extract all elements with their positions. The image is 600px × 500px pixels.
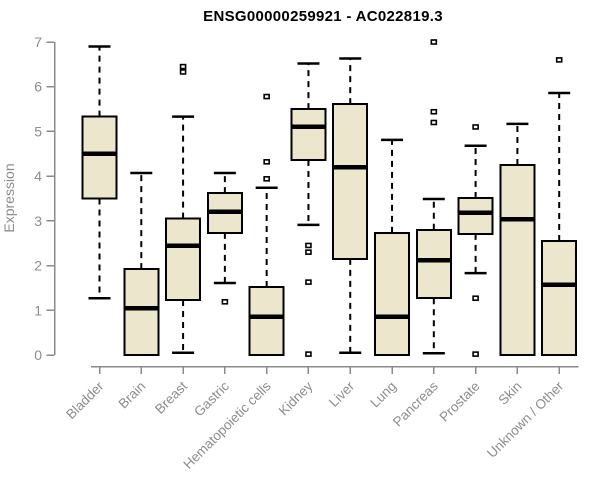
outlier-point [179,63,187,70]
x-tick-label-bladder: Bladder [63,378,107,422]
outlier-point [555,57,563,63]
box-hematopoietic-cells [248,93,285,357]
outlier-point [179,69,187,75]
iqr-box [415,228,452,300]
x-tick-label-prostate: Prostate [437,379,483,425]
y-tick-label: 7 [34,34,42,50]
x-tick-label-skin: Skin [495,379,524,408]
x-tick-label-gastric: Gastric [191,378,232,419]
outlier-point [430,108,438,115]
x-tick-label-breast: Breast [152,378,190,416]
iqr-box [123,268,160,356]
outlier-point [472,351,479,357]
x-tick-label-brain: Brain [116,379,149,412]
box-kidney [290,62,327,357]
y-tick-label: 6 [34,79,42,95]
iqr-box [290,108,327,162]
x-tick-label-unknown-other: Unknown / Other [484,378,567,461]
outlier-point [305,249,312,255]
outlier-point [305,351,312,357]
y-tick-label: 1 [34,302,42,318]
outlier-point [263,176,270,182]
iqr-box [248,286,285,357]
box-pancreas [415,39,452,355]
outlier-point [305,242,312,249]
iqr-box [541,239,578,356]
y-tick-label: 0 [34,347,42,363]
x-tick-label-liver: Liver [326,378,358,410]
iqr-box [457,197,494,235]
outlier-point [263,93,270,100]
outlier-point [305,279,312,285]
outlier-point [472,295,479,302]
outlier-point [472,124,479,130]
box-unknown-other [541,57,578,356]
box-gastric [206,171,243,305]
iqr-box [499,163,536,356]
iqr-box [165,217,202,302]
y-tick-label: 5 [34,123,42,139]
box-bladder [81,45,118,300]
y-tick-label: 4 [34,168,42,184]
outlier-point [430,119,438,126]
box-liver [332,57,369,355]
outlier-point [221,298,229,305]
x-tick-label-pancreas: Pancreas [390,378,441,429]
x-tick-label-kidney: Kidney [276,378,316,418]
x-tick-label-lung: Lung [367,379,399,411]
chart-title: ENSG00000259921 - AC022819.3 [203,8,443,25]
outlier-point [263,159,270,165]
boxes-layer [81,39,578,357]
box-skin [499,122,536,356]
y-tick-label: 2 [34,258,42,274]
iqr-box [332,103,369,260]
box-prostate [457,124,494,357]
y-axis-label: Expression [1,163,17,232]
iqr-box [374,231,411,357]
iqr-box [81,115,118,200]
y-tick-label: 3 [34,213,42,229]
box-lung [374,138,411,357]
box-brain [123,171,160,356]
outlier-point [430,39,438,45]
box-breast [165,63,202,355]
